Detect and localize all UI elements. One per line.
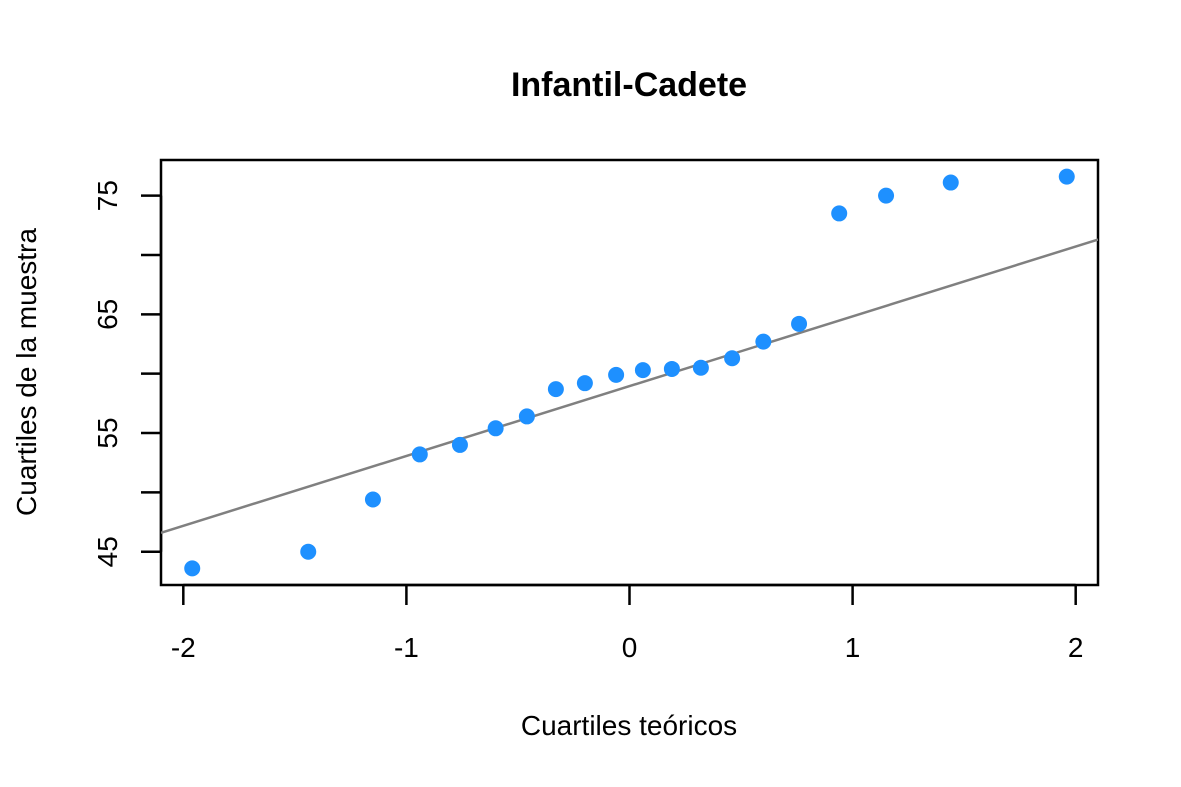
y-tick-label: 55 bbox=[92, 417, 123, 448]
y-tick-label: 65 bbox=[92, 299, 123, 330]
data-point bbox=[487, 420, 504, 437]
plot-border bbox=[159, 158, 1100, 587]
x-tick-label: -1 bbox=[394, 632, 419, 663]
y-axis: 45 55 65 75 bbox=[92, 180, 163, 567]
data-point bbox=[547, 381, 564, 398]
reference-line bbox=[161, 238, 1098, 534]
data-point bbox=[1058, 168, 1075, 185]
y-tick-label: 75 bbox=[92, 180, 123, 211]
x-tick-label: 2 bbox=[1068, 632, 1084, 663]
x-tick-label: -2 bbox=[171, 632, 196, 663]
y-tick-label: 45 bbox=[92, 536, 123, 567]
data-point bbox=[451, 436, 468, 453]
data-point bbox=[831, 205, 848, 222]
data-point bbox=[878, 187, 895, 204]
data-point bbox=[364, 491, 381, 508]
data-point bbox=[724, 350, 741, 367]
reference-line-group bbox=[161, 238, 1098, 534]
y-axis-label: Cuartiles de la muestra bbox=[11, 228, 42, 516]
data-point bbox=[608, 366, 625, 383]
data-point bbox=[518, 408, 535, 425]
data-point bbox=[755, 333, 772, 350]
data-point bbox=[184, 560, 201, 577]
data-point bbox=[576, 375, 593, 392]
data-point bbox=[634, 362, 651, 379]
chart-title: Infantil-Cadete bbox=[511, 66, 747, 104]
x-tick-label: 1 bbox=[845, 632, 861, 663]
data-point bbox=[791, 315, 808, 332]
data-point bbox=[300, 543, 317, 560]
x-tick-label: 0 bbox=[622, 632, 638, 663]
x-axis-label: Cuartiles teóricos bbox=[521, 710, 737, 741]
data-point bbox=[692, 359, 709, 376]
data-point bbox=[663, 360, 680, 377]
data-point bbox=[942, 174, 959, 191]
data-points bbox=[184, 168, 1075, 577]
plot-area bbox=[159, 158, 1100, 587]
data-point bbox=[411, 446, 428, 463]
x-axis: -2 -1 0 1 2 bbox=[171, 583, 1084, 663]
